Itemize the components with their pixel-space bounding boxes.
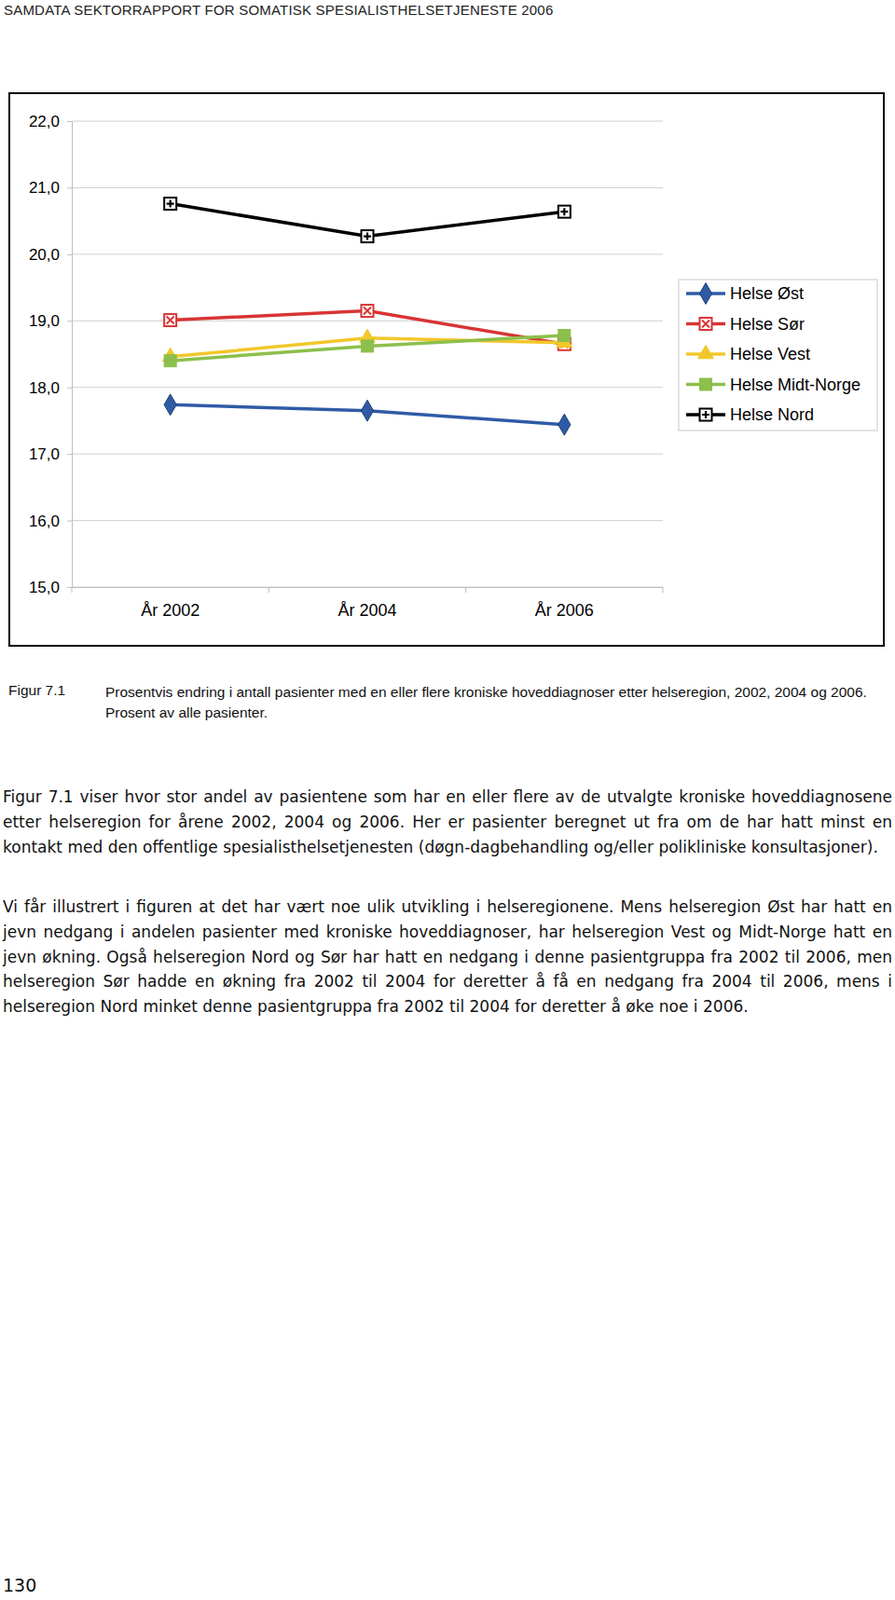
legend-label: Helse Nord — [729, 405, 814, 425]
grid — [71, 121, 663, 588]
y-tick: 21,0 — [28, 179, 72, 197]
data-point — [558, 413, 571, 436]
data-point — [164, 314, 177, 327]
grid-line — [71, 187, 663, 189]
data-point — [558, 330, 571, 343]
legend-entry: Helse Midt-Norge — [686, 375, 861, 395]
x-tick-label: År 2002 — [140, 601, 200, 620]
y-tick-mark — [67, 121, 72, 123]
y-tick-mark — [67, 521, 72, 523]
legend-label: Helse Vest — [729, 344, 811, 364]
y-tick: 18,0 — [28, 379, 72, 398]
data-point — [360, 399, 373, 422]
paragraph: Figur 7.1 viser hvor stor andel av pasie… — [2, 784, 893, 860]
caption-label: Figur 7.1 — [8, 682, 66, 700]
chart: 15,016,017,018,019,020,021,022,0År 2002Å… — [8, 92, 885, 648]
y-tick-label: 21,0 — [28, 179, 60, 197]
paragraph: Vi får illustrert i figuren at det har v… — [2, 895, 893, 1020]
grid-line — [71, 520, 663, 522]
page-header: SAMDATA SEKTORRAPPORT FOR SOMATISK SPESI… — [3, 1, 553, 18]
y-tick-mark — [67, 187, 72, 189]
y-tick-label: 20,0 — [28, 246, 60, 264]
legend-entry: Helse Sør — [686, 315, 805, 334]
grid-line — [71, 253, 663, 255]
x-tick-label: År 2006 — [535, 601, 594, 620]
legend-entry: Helse Nord — [686, 405, 814, 425]
y-tick: 19,0 — [28, 312, 72, 331]
grid-line — [71, 587, 663, 589]
data-point — [361, 304, 374, 317]
y-axis: 15,0 16,0 17,0 18,0 19,0 20,0 21,0 22,0 — [28, 112, 73, 597]
legend-marker — [698, 344, 715, 358]
y-tick-mark — [67, 454, 72, 455]
y-tick: 17,0 — [28, 445, 72, 464]
chart-frame — [9, 93, 884, 647]
x-tick: År 2004 — [337, 587, 397, 620]
grid-line — [71, 121, 663, 123]
legend-label: Helse Midt-Norge — [729, 375, 861, 395]
y-tick: 20,0 — [28, 246, 72, 264]
data-point — [164, 355, 177, 368]
y-tick-mark — [67, 587, 72, 589]
y-tick-label: 19,0 — [28, 312, 60, 331]
x-tick: År 2002 — [140, 587, 200, 620]
y-axis-line — [67, 122, 73, 589]
legend-entry: Helse Øst — [686, 283, 804, 305]
grid-line — [71, 454, 663, 455]
x-band-separator — [662, 587, 664, 593]
x-band-separator — [465, 587, 467, 593]
series-line — [170, 338, 565, 358]
y-tick: 16,0 — [28, 512, 72, 531]
x-axis-line — [72, 587, 664, 589]
y-tick-mark — [67, 320, 72, 322]
legend-box — [678, 279, 878, 431]
legend-marker — [700, 378, 713, 391]
series-line — [170, 335, 565, 361]
legend-label: Helse Sør — [729, 315, 805, 334]
y-tick-label: 15,0 — [28, 578, 60, 597]
legend-marker — [699, 283, 712, 305]
y-tick: 22,0 — [28, 112, 72, 131]
x-axis: År 2002 År 2004 År 2006 — [72, 587, 664, 620]
grid-line — [71, 386, 663, 388]
y-tick: 15,0 — [28, 578, 72, 597]
x-band-separator — [268, 587, 270, 593]
y-tick-label: 17,0 — [28, 445, 60, 464]
x-tick-label: År 2004 — [337, 601, 397, 620]
y-tick-mark — [67, 254, 72, 256]
data-point — [164, 394, 177, 416]
data-point — [558, 206, 571, 219]
data-point — [361, 230, 374, 243]
legend-marker — [700, 409, 713, 422]
data-point — [164, 197, 177, 210]
grid-line — [71, 320, 663, 322]
x-tick: År 2006 — [535, 587, 594, 620]
page-number: 130 — [2, 1575, 37, 1597]
data-point — [361, 340, 374, 353]
y-tick-label: 18,0 — [28, 379, 60, 398]
legend-entry: Helse Vest — [686, 344, 811, 364]
legend-marker — [700, 317, 713, 331]
plot-marks — [162, 197, 572, 436]
y-tick-label: 22,0 — [28, 112, 60, 131]
y-tick-label: 16,0 — [28, 512, 60, 531]
y-tick-mark — [67, 387, 72, 389]
caption-text: Prosentvis endring i antall pasienter me… — [105, 682, 884, 724]
legend: Helse Øst Helse Sør Helse Vest Helse Midt-N… — [678, 279, 878, 431]
legend-label: Helse Øst — [729, 284, 804, 303]
x-band-separator — [71, 587, 73, 593]
